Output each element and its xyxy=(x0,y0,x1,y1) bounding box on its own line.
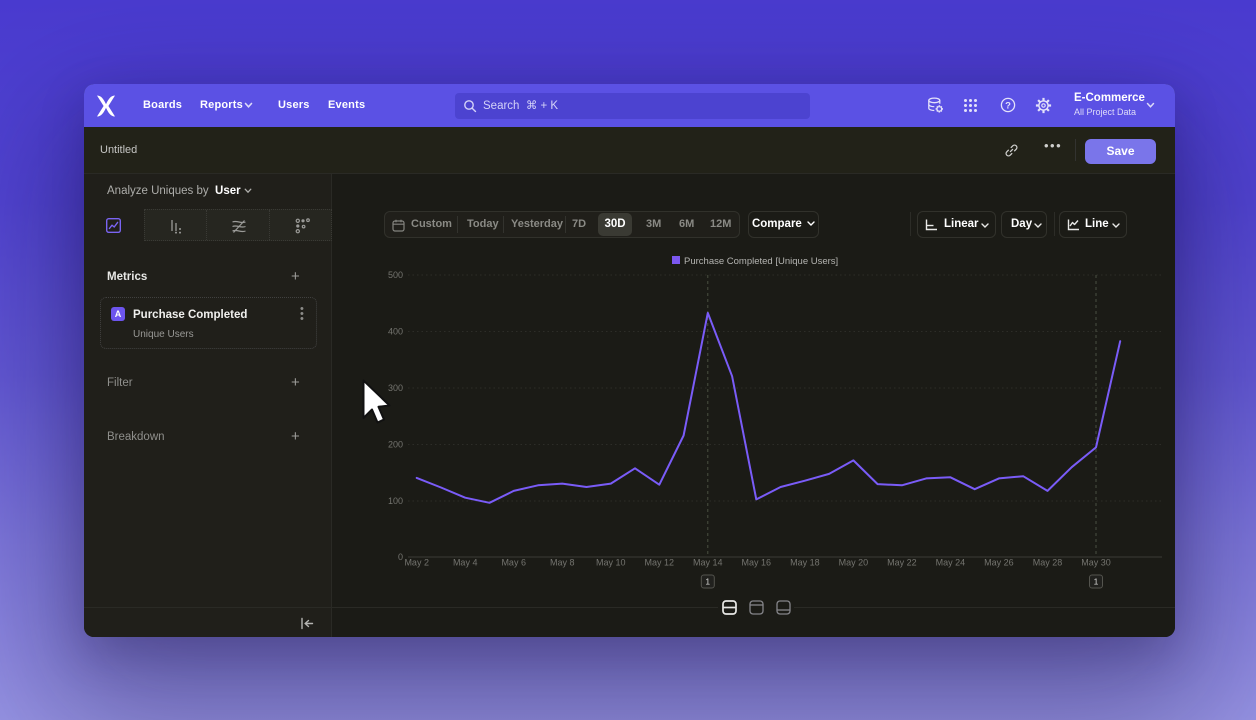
svg-text:May 6: May 6 xyxy=(501,558,526,568)
svg-text:May 12: May 12 xyxy=(645,558,675,568)
svg-text:May 4: May 4 xyxy=(453,558,478,568)
svg-text:?: ? xyxy=(1005,100,1011,111)
svg-text:May 24: May 24 xyxy=(936,558,966,568)
svg-text:0: 0 xyxy=(398,552,403,562)
svg-text:May 28: May 28 xyxy=(1033,558,1063,568)
svg-text:May 10: May 10 xyxy=(596,558,626,568)
svg-text:May 22: May 22 xyxy=(887,558,917,568)
svg-text:100: 100 xyxy=(388,496,403,506)
svg-text:May 30: May 30 xyxy=(1081,558,1111,568)
svg-text:1: 1 xyxy=(705,577,710,587)
svg-text:May 2: May 2 xyxy=(404,558,429,568)
svg-text:May 20: May 20 xyxy=(839,558,869,568)
svg-text:300: 300 xyxy=(388,383,403,393)
svg-text:May 18: May 18 xyxy=(790,558,820,568)
svg-text:May 14: May 14 xyxy=(693,558,723,568)
svg-text:May 26: May 26 xyxy=(984,558,1014,568)
svg-text:May 8: May 8 xyxy=(550,558,575,568)
svg-text:Purchase Completed [Unique Use: Purchase Completed [Unique Users] xyxy=(684,256,838,267)
svg-text:400: 400 xyxy=(388,327,403,337)
svg-text:May 16: May 16 xyxy=(742,558,772,568)
svg-text:1: 1 xyxy=(1094,577,1099,587)
svg-text:500: 500 xyxy=(388,270,403,280)
svg-text:200: 200 xyxy=(388,440,403,450)
